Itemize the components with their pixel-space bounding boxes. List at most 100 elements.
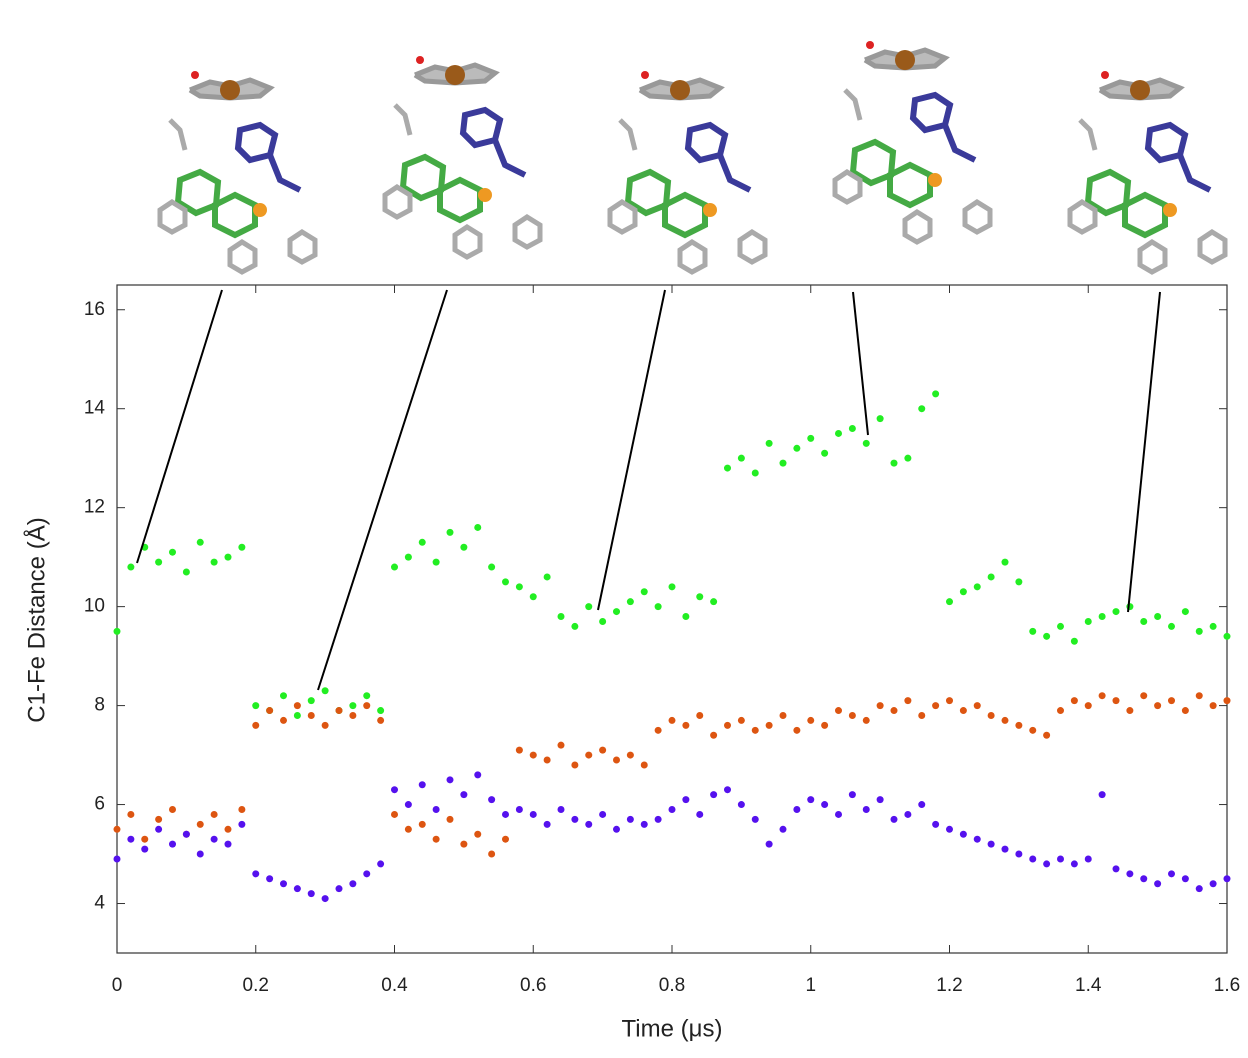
x-tick-label: 1: [805, 975, 816, 996]
point: [1084, 702, 1092, 710]
point: [959, 707, 967, 715]
point: [418, 781, 426, 789]
point: [182, 830, 190, 838]
point: [1154, 880, 1162, 888]
y-tick-label: 4: [94, 893, 105, 914]
point: [1001, 845, 1009, 853]
point: [349, 702, 357, 710]
molecule-image: [1070, 71, 1225, 272]
point: [1043, 632, 1051, 640]
point: [904, 810, 912, 818]
point: [224, 840, 232, 848]
point: [862, 716, 870, 724]
point: [793, 444, 801, 452]
point: [280, 880, 287, 888]
point: [835, 429, 842, 437]
point: [751, 469, 759, 477]
point: [807, 434, 815, 442]
point: [307, 711, 315, 719]
point: [848, 711, 856, 719]
y-tick-label: 6: [94, 794, 105, 815]
point: [1112, 865, 1120, 873]
point: [502, 810, 509, 818]
y-axis-label: C1-Fe Distance (Å): [22, 517, 50, 722]
point: [862, 806, 870, 814]
point: [765, 439, 773, 447]
point: [613, 825, 620, 833]
point: [710, 598, 718, 606]
point: [446, 776, 454, 784]
point: [946, 697, 953, 705]
point: [959, 588, 967, 596]
point: [932, 820, 940, 828]
point: [1181, 608, 1189, 616]
point: [1140, 875, 1148, 883]
molecule-image: [835, 41, 990, 242]
point: [876, 415, 884, 423]
point: [363, 702, 371, 710]
point: [1126, 870, 1134, 878]
point: [779, 459, 787, 467]
point: [835, 810, 842, 818]
point: [266, 707, 274, 715]
point: [1209, 880, 1217, 888]
point: [196, 820, 204, 828]
point: [640, 820, 648, 828]
point: [210, 810, 218, 818]
point: [543, 573, 551, 581]
x-tick-label: 0: [112, 975, 123, 996]
point: [1209, 622, 1217, 630]
point: [432, 558, 440, 566]
point: [918, 405, 926, 413]
point: [1015, 850, 1023, 858]
point: [460, 840, 468, 848]
point: [155, 558, 163, 566]
point: [280, 716, 287, 724]
point: [377, 716, 385, 724]
point: [1029, 855, 1037, 863]
point: [1181, 875, 1189, 883]
point: [224, 553, 232, 561]
point: [266, 875, 274, 883]
point: [557, 741, 565, 749]
point: [724, 786, 731, 794]
point: [404, 825, 412, 833]
point: [682, 796, 690, 804]
point: [141, 845, 149, 853]
point: [696, 711, 704, 719]
point: [848, 791, 856, 799]
point: [460, 791, 468, 799]
point: [571, 622, 579, 630]
point: [377, 707, 385, 715]
point: [321, 721, 329, 729]
point: [737, 454, 745, 462]
point: [932, 702, 940, 710]
point: [779, 711, 787, 719]
point: [696, 810, 704, 818]
point: [987, 840, 995, 848]
point: [585, 751, 593, 759]
point: [946, 825, 953, 833]
point: [1070, 697, 1078, 705]
x-tick-label: 1.6: [1214, 975, 1240, 996]
point: [765, 721, 773, 729]
point: [1140, 692, 1148, 700]
point: [1057, 622, 1064, 630]
point: [1070, 637, 1078, 645]
point: [238, 806, 246, 814]
point: [446, 815, 454, 823]
point: [724, 464, 731, 472]
point: [932, 390, 940, 398]
point: [793, 806, 801, 814]
x-tick-label: 0.8: [659, 975, 685, 996]
point: [169, 806, 176, 814]
point: [1154, 613, 1162, 621]
point: [155, 825, 163, 833]
point: [626, 751, 634, 759]
point: [127, 835, 135, 843]
point: [1098, 613, 1106, 621]
point: [1112, 608, 1120, 616]
point: [599, 617, 607, 625]
point: [1043, 860, 1051, 868]
point: [1098, 791, 1106, 799]
